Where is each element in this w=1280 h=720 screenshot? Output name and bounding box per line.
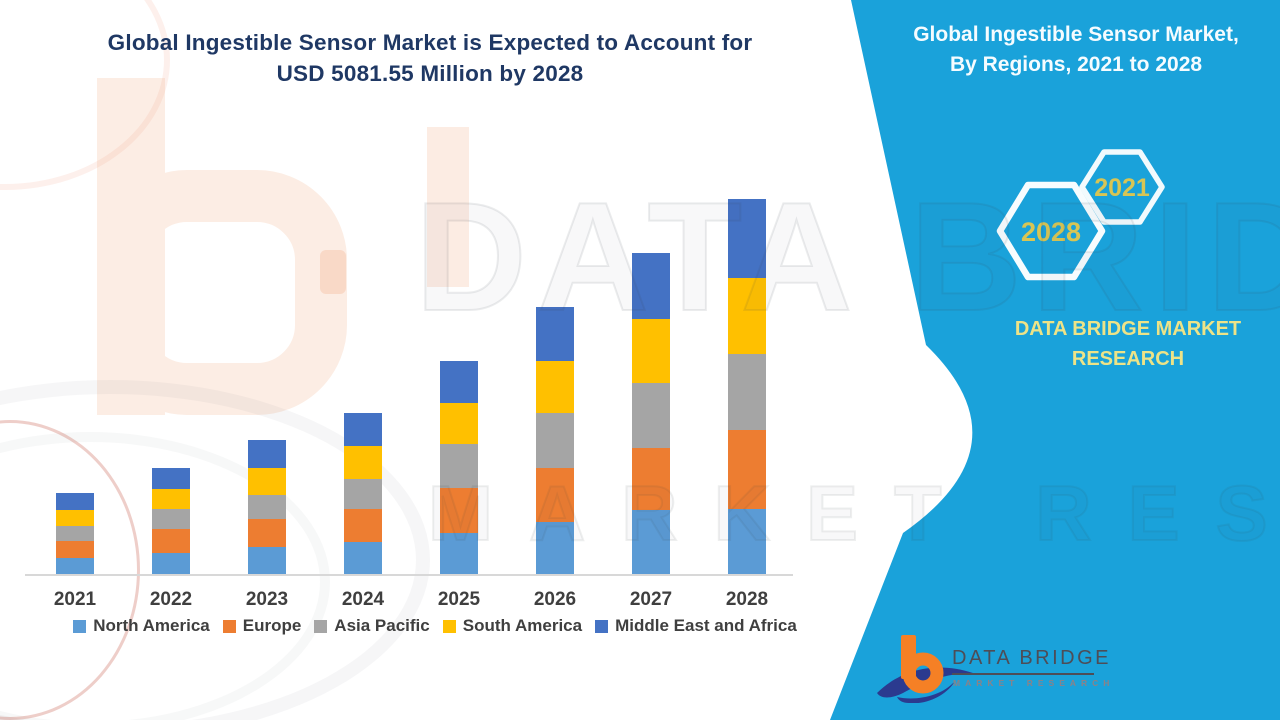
legend-swatch — [222, 620, 236, 633]
bar-segment-asia-pacific-2022 — [152, 509, 190, 530]
bar-segment-north-america-2027 — [632, 509, 670, 575]
hexagon-year-2028: 2028 — [1020, 217, 1082, 247]
legend-label: North America — [93, 616, 210, 635]
x-axis-label-2025: 2025 — [437, 589, 481, 610]
bar-segment-south-america-2026 — [536, 361, 574, 414]
bar-segment-north-america-2028 — [728, 508, 766, 575]
legend-item-south-america: South America — [442, 616, 583, 636]
bar-segment-north-america-2024 — [344, 542, 382, 575]
hexagon-year-2021: 2021 — [1094, 174, 1150, 202]
bar-segment-south-america-2024 — [344, 445, 382, 480]
bar-segment-north-america-2025 — [440, 533, 478, 575]
bar-segment-south-america-2022 — [152, 489, 190, 510]
bar-segment-north-america-2026 — [536, 521, 574, 575]
bar-segment-europe-2023 — [248, 519, 286, 548]
bar-segment-europe-2028 — [728, 429, 766, 509]
data-bridge-logo-icon — [877, 635, 973, 703]
legend-item-asia-pacific: Asia Pacific — [314, 616, 430, 636]
chart-title-line2: USD 5081.55 Million by 2028 — [276, 61, 584, 86]
bar-segment-middle-east-and-africa-2024 — [344, 412, 382, 446]
legend-label: South America — [462, 616, 583, 635]
logo-underline — [952, 673, 1094, 675]
legend-label: Asia Pacific — [334, 616, 430, 635]
bar-segment-europe-2025 — [440, 488, 478, 534]
bar-segment-north-america-2023 — [248, 547, 286, 575]
bar-segment-asia-pacific-2028 — [728, 353, 766, 430]
logo-tagline: MARKET RESEARCH — [953, 678, 1115, 688]
x-axis-label-2027: 2027 — [629, 589, 673, 610]
chart-legend: North America Europe Asia Pacific South Ame… — [10, 616, 860, 636]
bar-segment-asia-pacific-2024 — [344, 479, 382, 509]
bar-segment-asia-pacific-2027 — [632, 382, 670, 449]
legend-label: Middle East and Africa — [615, 616, 797, 635]
legend-swatch — [595, 620, 609, 633]
x-axis-label-2023: 2023 — [245, 589, 289, 610]
bar-segment-asia-pacific-2025 — [440, 443, 478, 489]
bar-segment-north-america-2022 — [152, 553, 190, 575]
x-axis-label-2028: 2028 — [725, 589, 769, 610]
legend-swatch — [314, 620, 328, 633]
bar-segment-south-america-2027 — [632, 318, 670, 383]
x-axis-label-2026: 2026 — [533, 589, 577, 610]
bar-segment-asia-pacific-2021 — [56, 525, 94, 542]
bar-segment-middle-east-and-africa-2021 — [56, 493, 94, 511]
bar-segment-south-america-2021 — [56, 510, 94, 526]
chart-title: Global Ingestible Sensor Market is Expec… — [40, 27, 820, 89]
logo-navy-tail — [897, 681, 955, 703]
bar-segment-europe-2022 — [152, 529, 190, 554]
legend-item-middle-east-and-africa: Middle East and Africa — [595, 616, 797, 636]
banner-heading-line2: By Regions, 2021 to 2028 — [949, 53, 1203, 76]
banner-brand-line2: RESEARCH — [1071, 348, 1185, 370]
legend-swatch — [442, 620, 456, 633]
logo-orange-bowl — [902, 652, 944, 694]
bar-segment-middle-east-and-africa-2022 — [152, 468, 190, 490]
x-axis-label-2024: 2024 — [341, 589, 385, 610]
bar-segment-north-america-2021 — [56, 558, 94, 575]
banner-brand-line1: DATA BRIDGE MARKET — [1014, 318, 1242, 340]
bar-segment-asia-pacific-2026 — [536, 413, 574, 469]
banner-heading-line1: Global Ingestible Sensor Market, — [913, 23, 1239, 46]
bar-segment-middle-east-and-africa-2028 — [728, 199, 766, 278]
bar-segment-south-america-2023 — [248, 468, 286, 496]
banner-heading: Global Ingestible Sensor Market, By Regi… — [880, 20, 1272, 80]
bar-segment-middle-east-and-africa-2023 — [248, 440, 286, 469]
stacked-bar-plot: 2021 2022 2023 2024 2025 2026 2027 2028 — [53, 199, 769, 610]
bar-segment-south-america-2025 — [440, 402, 478, 444]
legend-item-europe: Europe — [222, 616, 302, 636]
bar-segment-south-america-2028 — [728, 277, 766, 354]
bar-segment-asia-pacific-2023 — [248, 495, 286, 520]
chart-title-line1: Global Ingestible Sensor Market is Expec… — [107, 30, 753, 55]
bar-segment-europe-2026 — [536, 468, 574, 522]
legend-swatch — [73, 620, 87, 633]
x-axis-label-2022: 2022 — [149, 589, 193, 610]
bar-segment-europe-2027 — [632, 448, 670, 510]
bar-segment-europe-2024 — [344, 508, 382, 543]
legend-item-north-america: North America — [73, 616, 210, 636]
bar-segment-middle-east-and-africa-2027 — [632, 253, 670, 319]
x-axis-line — [25, 574, 793, 576]
legend-label: Europe — [242, 616, 302, 635]
watermark-letter-bar — [427, 127, 469, 287]
x-axis-label-2021: 2021 — [53, 589, 97, 610]
watermark-logo-b-accent — [320, 250, 346, 294]
bar-segment-middle-east-and-africa-2025 — [440, 360, 478, 403]
logo-company-name: DATA BRIDGE — [952, 647, 1112, 669]
bar-segment-europe-2021 — [56, 541, 94, 559]
banner-brand-text: DATA BRIDGE MARKET RESEARCH — [1000, 314, 1256, 374]
bar-segment-middle-east-and-africa-2026 — [536, 306, 574, 361]
